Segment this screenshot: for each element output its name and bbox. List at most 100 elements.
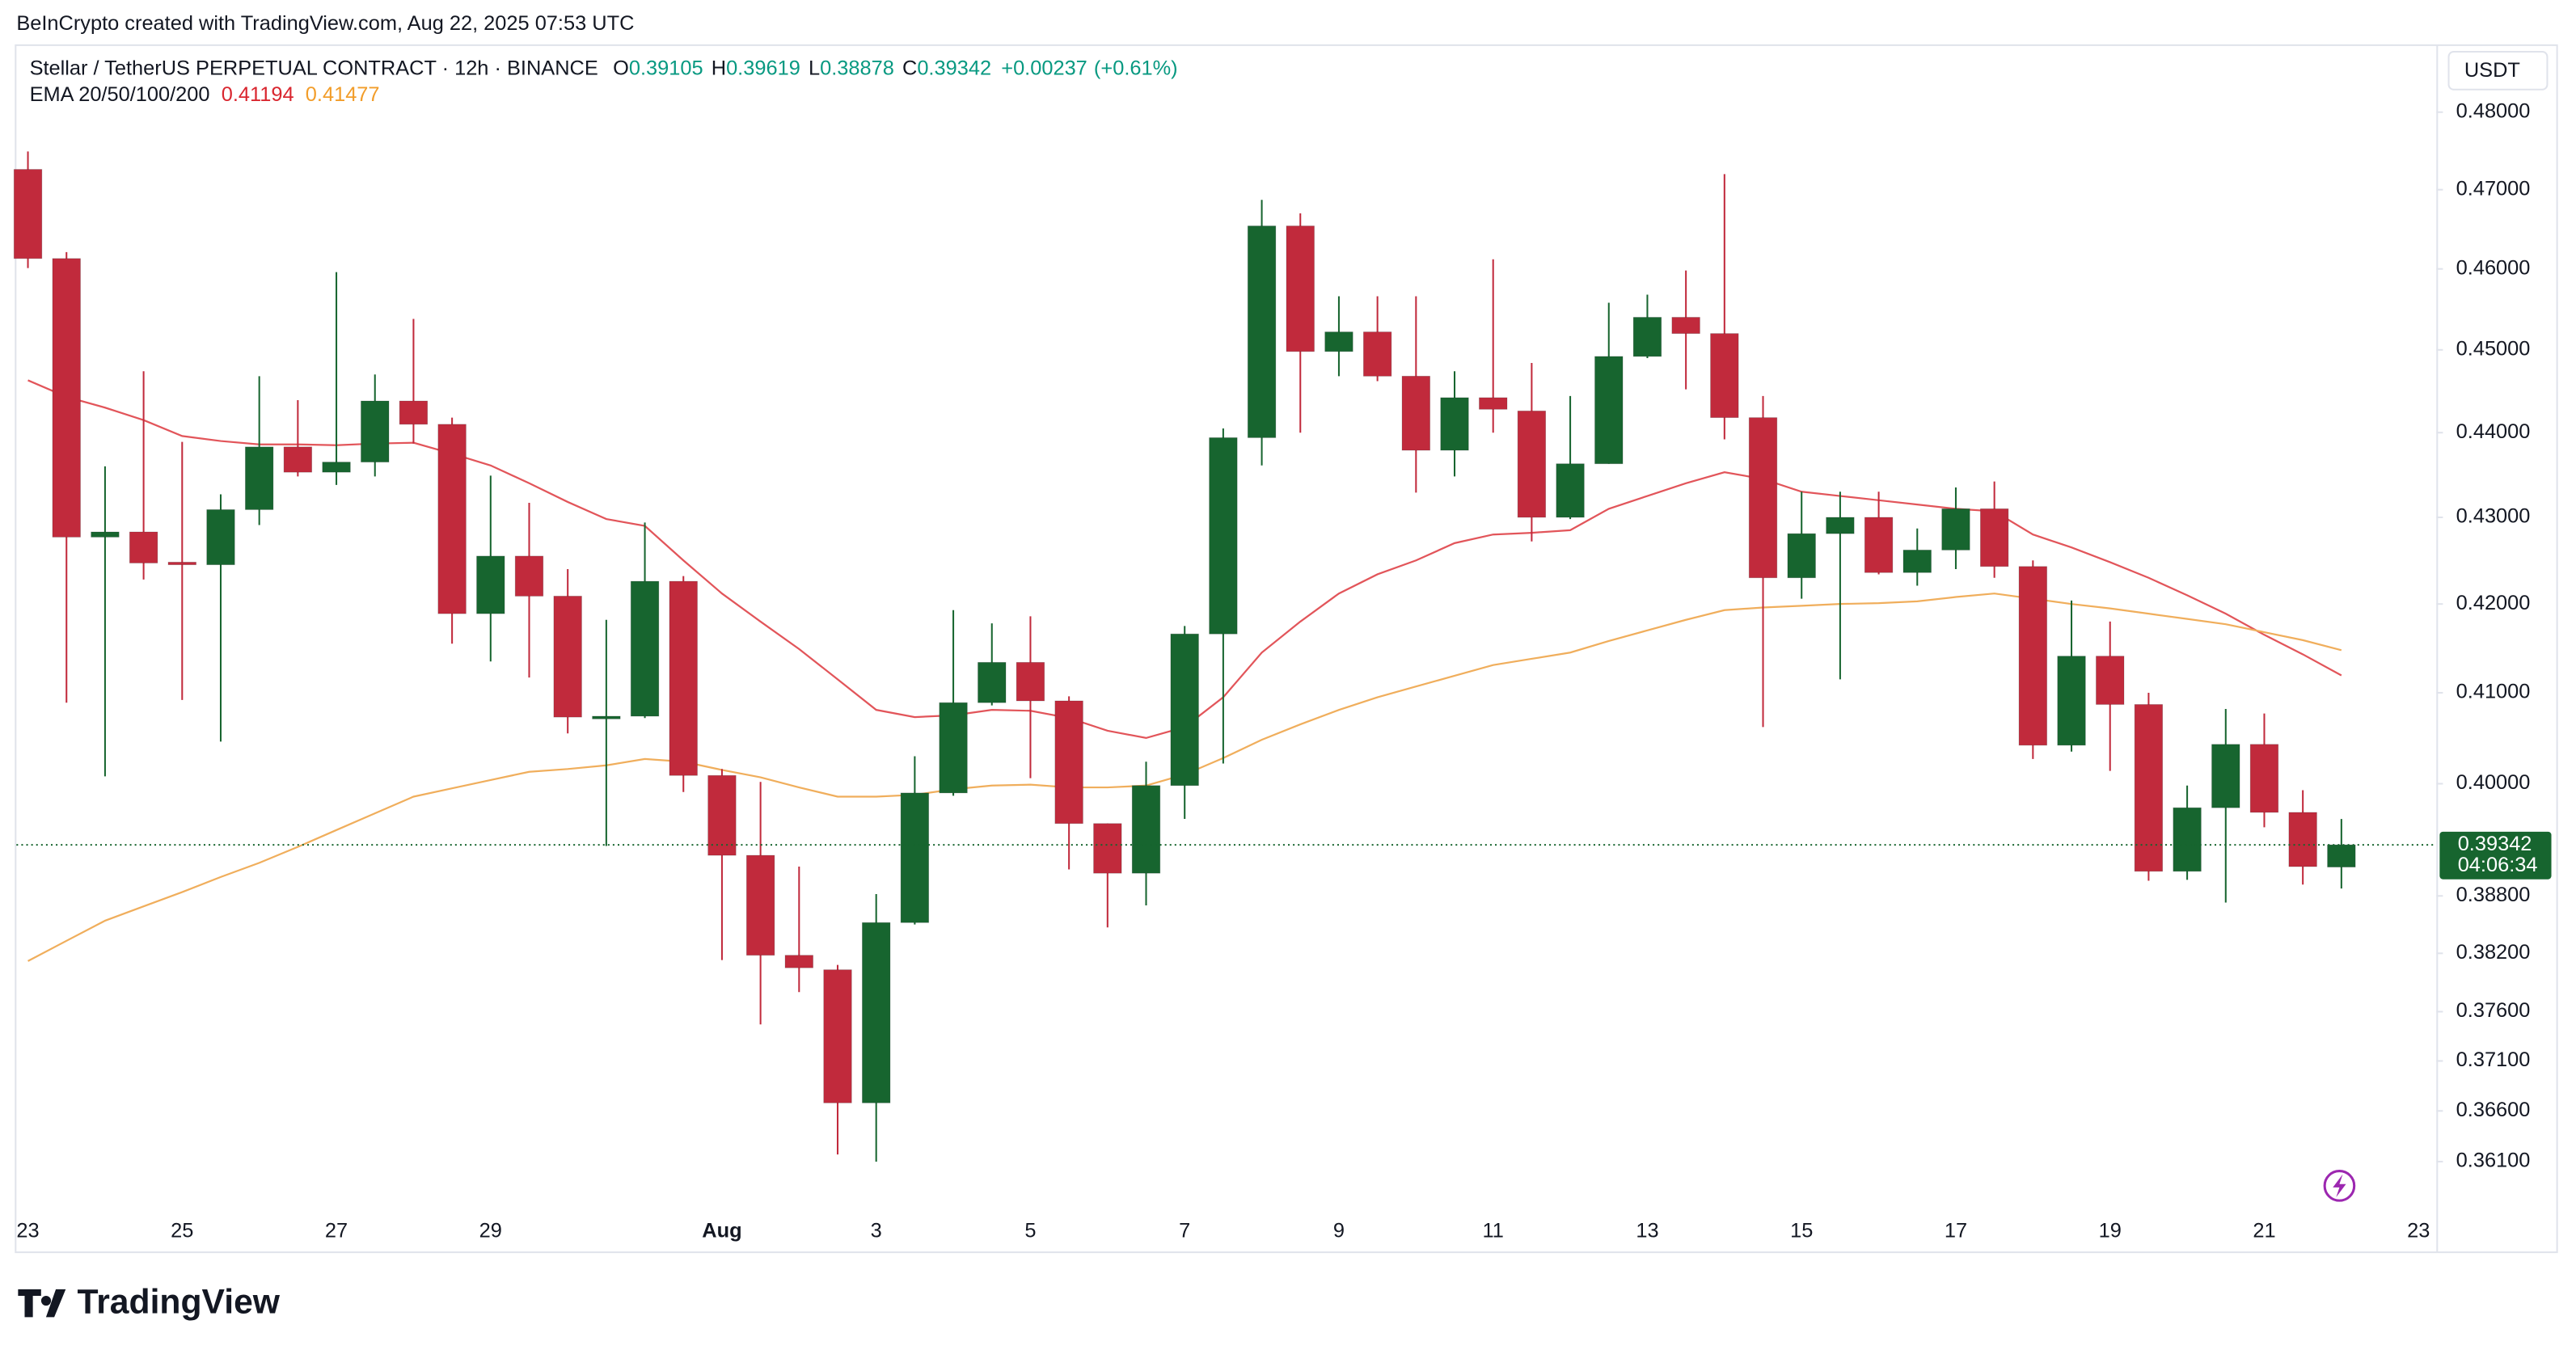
ohlc-label: C [902,57,917,79]
x-tick-label: 25 [171,1219,193,1242]
ema-value: 0.41194 [222,83,294,106]
change: +0.00237 [1001,57,1087,79]
y-tick-label: 0.38800 [2456,884,2531,906]
footer-logo: TradingView [77,1282,280,1321]
y-tick-label: 0.41000 [2456,681,2531,703]
tv-logo-mark [18,1289,66,1318]
candle-body [1016,661,1045,702]
y-tick-label: 0.36100 [2456,1150,2531,1172]
candle-body [707,774,737,856]
candle-body [592,715,621,719]
candle-body [1324,331,1353,352]
candle-body [2288,812,2317,867]
candle-body [1941,508,1970,551]
attribution: BeInCrypto created with TradingView.com,… [16,12,634,35]
indicator-line: EMA 20/50/100/200 0.41194 0.41477 [30,83,380,106]
candle-body [669,580,698,776]
plot: 0.48000 0.47000 0.46000 0.45000 0.44000 0.430… [13,99,2552,1242]
candle-body [978,661,1007,703]
y-tick-label: 0.44000 [2456,420,2531,443]
ohlc-label: L [809,57,820,79]
candle-body [784,955,813,968]
candle-body [2018,566,2048,746]
candle-body [2173,807,2202,872]
candle-body [476,555,505,614]
candle-body [167,561,196,566]
candle-body [2249,744,2279,813]
y-tick-label: 0.46000 [2456,256,2531,279]
y-tick-label: 0.40000 [2456,771,2531,794]
x-tick-label: Aug [702,1219,741,1242]
candle-body [13,169,43,259]
candle-body [1902,550,1932,573]
y-tick-label: 0.38200 [2456,941,2531,964]
candle-body [553,596,582,718]
candle-body [52,258,81,538]
y-tick-label: 0.45000 [2456,338,2531,361]
candle-body [1594,356,1624,465]
x-tick-label: 19 [2099,1219,2122,1242]
x-tick-label: 17 [1945,1219,1967,1242]
candle-body [206,509,235,566]
y-tick-label: 0.36600 [2456,1099,2531,1121]
candle-body [823,969,852,1103]
candle-body [514,555,544,597]
candle-body [399,400,429,425]
candle-body [1362,331,1392,377]
candle-body [1671,317,1700,335]
candle-body [2096,656,2125,705]
close-value: 0.39342 [917,57,991,79]
candle-body [1979,508,2009,567]
candle-body [1093,823,1122,874]
candle-body [1479,397,1508,410]
symbol-title: Stellar / TetherUS PERPETUAL CONTRACT · … [30,57,598,79]
candle-body [1517,410,1547,518]
candle-body [1170,633,1199,787]
candle-body [1787,533,1816,579]
x-tick-label: 3 [871,1219,882,1242]
candle-body [244,446,274,510]
x-tick-label: 5 [1024,1219,1036,1242]
price-label-box [2439,831,2552,880]
candle-body [322,462,351,473]
x-tick-label: 27 [325,1219,348,1242]
candle-body [2134,704,2164,872]
price-label: 0.39342 [2458,833,2532,855]
y-tick-label: 0.48000 [2456,99,2531,122]
candle-body [129,531,158,563]
candle-body [437,424,467,614]
legend-line: Stellar / TetherUS PERPETUAL CONTRACT · … [30,57,1178,79]
x-tick-label: 15 [1790,1219,1813,1242]
y-tick-label: 0.47000 [2456,177,2531,200]
candle-body [2211,744,2240,808]
ohlc-label: O [613,57,629,79]
ohlc-label: H [712,57,726,79]
alert-icon[interactable] [2323,1170,2356,1202]
candle-body [1748,417,1778,579]
candle-body [1401,375,1431,451]
candle-body [1286,226,1315,352]
unit-box [2447,50,2549,91]
candle-body [862,922,891,1103]
candle-body [2057,656,2086,746]
candle-body [283,446,313,473]
candle-body [1632,317,1662,357]
candle-body [1556,463,1585,518]
y-unit: USDT [2464,59,2520,82]
candle-body [1247,226,1277,438]
indicator-name: EMA 20/50/100/200 [30,83,210,106]
x-tick-label: 7 [1179,1219,1190,1242]
low-value: 0.38878 [820,57,894,79]
candle-body [91,531,120,538]
x-tick-label: 29 [479,1219,502,1242]
candle-body [1209,437,1238,635]
x-tick-label: 23 [2407,1219,2430,1242]
candle-body [1440,397,1469,451]
y-tick-label: 0.37100 [2456,1048,2531,1071]
open-value: 0.39105 [629,57,703,79]
x-tick-label: 13 [1636,1219,1658,1242]
ema-value: 0.41477 [306,83,380,106]
